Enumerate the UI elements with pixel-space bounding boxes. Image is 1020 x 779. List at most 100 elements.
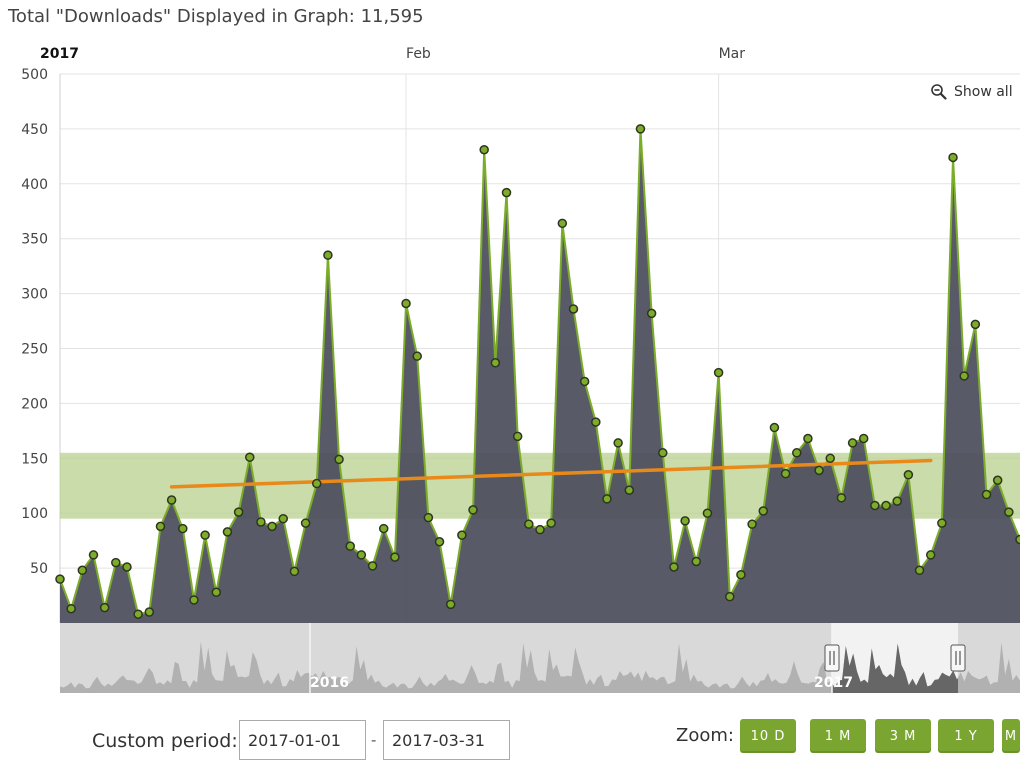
data-point xyxy=(836,493,847,503)
data-point xyxy=(769,422,780,433)
navigator-year-label: 2016 xyxy=(310,675,349,691)
data-point xyxy=(55,574,65,584)
data-point xyxy=(948,152,958,163)
y-tick-label: 300 xyxy=(21,287,48,303)
data-point xyxy=(925,550,936,560)
data-point xyxy=(1004,507,1014,517)
data-point xyxy=(367,561,378,571)
data-point xyxy=(535,524,545,535)
navigator-handle[interactable] xyxy=(950,644,966,672)
y-tick-label: 500 xyxy=(21,67,48,83)
data-point xyxy=(780,468,791,479)
custom-period-label: Custom period: xyxy=(92,730,238,752)
data-point xyxy=(77,565,88,576)
zoom-out-icon xyxy=(931,84,947,100)
data-point xyxy=(512,431,523,442)
show-all-button[interactable]: Show all xyxy=(930,83,1013,101)
data-point xyxy=(613,438,623,448)
data-point xyxy=(211,587,222,598)
zoom-max-button[interactable]: M xyxy=(1002,719,1020,753)
data-point xyxy=(445,599,456,610)
end-date-input[interactable] xyxy=(383,720,510,760)
data-point xyxy=(691,556,702,567)
zoom-10d-button[interactable]: 10 D xyxy=(740,719,796,753)
data-point xyxy=(747,519,757,529)
data-point xyxy=(345,541,355,551)
y-tick-label: 350 xyxy=(21,232,48,248)
navigator[interactable]: 2016 2017 xyxy=(60,623,1020,693)
zoom-3m-button[interactable]: 3 M xyxy=(875,719,931,753)
navigator-selected-area xyxy=(832,643,958,693)
summary-label: Total "Downloads" Displayed in Graph: xyxy=(8,6,361,27)
data-point xyxy=(635,124,646,134)
data-point xyxy=(468,505,478,515)
data-point xyxy=(356,550,367,560)
summary-value: 11,595 xyxy=(360,6,424,27)
data-point xyxy=(66,603,76,614)
zoom-1m-button[interactable]: 1 M xyxy=(810,719,866,753)
total-downloads-summary: Total "Downloads" Displayed in Graph: 11… xyxy=(8,6,424,27)
data-point xyxy=(390,552,400,562)
data-point xyxy=(457,530,467,540)
data-point xyxy=(602,494,612,504)
data-point xyxy=(903,470,914,480)
data-point xyxy=(423,512,434,523)
navigator-handle[interactable] xyxy=(824,644,840,672)
y-tick-label: 150 xyxy=(21,451,48,467)
data-point xyxy=(814,465,824,476)
data-point xyxy=(189,595,199,605)
data-point xyxy=(1015,534,1020,545)
data-point xyxy=(99,602,110,613)
data-point xyxy=(334,454,344,465)
data-point xyxy=(658,448,668,458)
data-point xyxy=(267,521,277,532)
data-point xyxy=(881,500,891,511)
data-point xyxy=(289,566,300,577)
data-point xyxy=(702,508,713,518)
data-point xyxy=(524,519,534,529)
zoom-1y-button[interactable]: 1 Y xyxy=(938,719,994,753)
zoom-label: Zoom: xyxy=(676,725,734,746)
navigator-area xyxy=(60,641,1020,693)
data-point xyxy=(300,518,311,528)
data-point xyxy=(669,562,679,572)
data-point xyxy=(725,591,735,602)
data-point xyxy=(256,517,266,527)
data-point xyxy=(970,319,981,330)
data-point xyxy=(378,523,389,534)
data-point xyxy=(144,607,155,617)
y-tick-label: 400 xyxy=(21,177,48,193)
data-point xyxy=(166,495,177,505)
x-tick-label: Mar xyxy=(719,46,746,62)
data-point xyxy=(870,500,880,511)
data-point xyxy=(501,187,512,198)
data-point xyxy=(624,485,635,495)
data-point xyxy=(245,452,255,462)
start-date-input[interactable] xyxy=(239,720,366,760)
data-point xyxy=(847,438,858,448)
data-point xyxy=(311,478,322,489)
data-point xyxy=(111,557,121,568)
data-point xyxy=(914,565,925,576)
data-point xyxy=(803,433,813,444)
data-point xyxy=(401,298,411,309)
main-plot: 50 100 150 200 250 300 350 400 450 500 2017 Feb Mar xyxy=(21,46,1020,623)
data-point xyxy=(479,145,489,155)
date-separator: - xyxy=(371,732,377,749)
data-point xyxy=(200,530,210,540)
navigator-year-label: 2017 xyxy=(814,675,853,691)
data-point xyxy=(434,536,445,547)
data-point xyxy=(736,569,746,580)
y-tick-label: 250 xyxy=(21,342,48,358)
data-point xyxy=(88,550,99,560)
data-point xyxy=(959,371,969,381)
data-point xyxy=(133,609,143,619)
y-tick-label: 200 xyxy=(21,396,48,412)
data-point xyxy=(278,513,289,524)
data-point xyxy=(858,433,869,444)
data-point xyxy=(412,351,422,361)
data-point xyxy=(937,518,947,528)
data-point xyxy=(323,250,333,260)
series-area xyxy=(60,128,1020,623)
